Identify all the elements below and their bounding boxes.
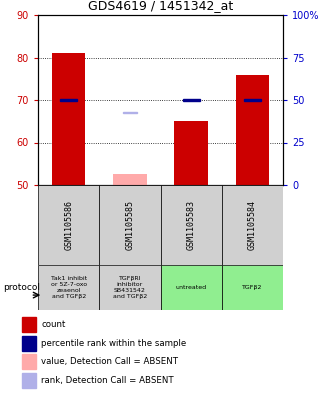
Text: GSM1105584: GSM1105584 — [248, 200, 257, 250]
Bar — [22, 336, 36, 351]
Bar — [60, 99, 77, 101]
Bar — [99, 185, 161, 265]
Bar — [174, 121, 208, 185]
Bar — [52, 53, 85, 185]
Text: GSM1105586: GSM1105586 — [64, 200, 73, 250]
Bar — [22, 354, 36, 369]
Text: Tak1 inhibit
or 5Z-7-oxo
zeaenol
and TGFβ2: Tak1 inhibit or 5Z-7-oxo zeaenol and TGF… — [51, 276, 87, 299]
Text: percentile rank within the sample: percentile rank within the sample — [41, 339, 187, 348]
Bar — [113, 174, 147, 185]
Bar — [222, 265, 283, 310]
Bar — [236, 75, 269, 185]
Text: GSM1105583: GSM1105583 — [187, 200, 196, 250]
Text: TGFβRI
inhibitor
SB431542
and TGFβ2: TGFβRI inhibitor SB431542 and TGFβ2 — [113, 276, 147, 299]
Bar — [38, 185, 99, 265]
Bar — [161, 265, 222, 310]
Text: untreated: untreated — [176, 285, 207, 290]
Bar — [99, 265, 161, 310]
Bar — [22, 317, 36, 332]
Title: GDS4619 / 1451342_at: GDS4619 / 1451342_at — [88, 0, 233, 13]
Bar — [22, 373, 36, 388]
Text: rank, Detection Call = ABSENT: rank, Detection Call = ABSENT — [41, 376, 174, 385]
Text: TGFβ2: TGFβ2 — [242, 285, 263, 290]
Bar — [244, 99, 261, 101]
Bar — [161, 185, 222, 265]
Bar — [38, 265, 99, 310]
Bar — [182, 99, 200, 101]
Text: protocol: protocol — [3, 283, 40, 292]
Text: GSM1105585: GSM1105585 — [125, 200, 134, 250]
Bar — [222, 185, 283, 265]
Text: value, Detection Call = ABSENT: value, Detection Call = ABSENT — [41, 357, 178, 366]
Text: count: count — [41, 320, 66, 329]
Bar — [123, 112, 137, 113]
